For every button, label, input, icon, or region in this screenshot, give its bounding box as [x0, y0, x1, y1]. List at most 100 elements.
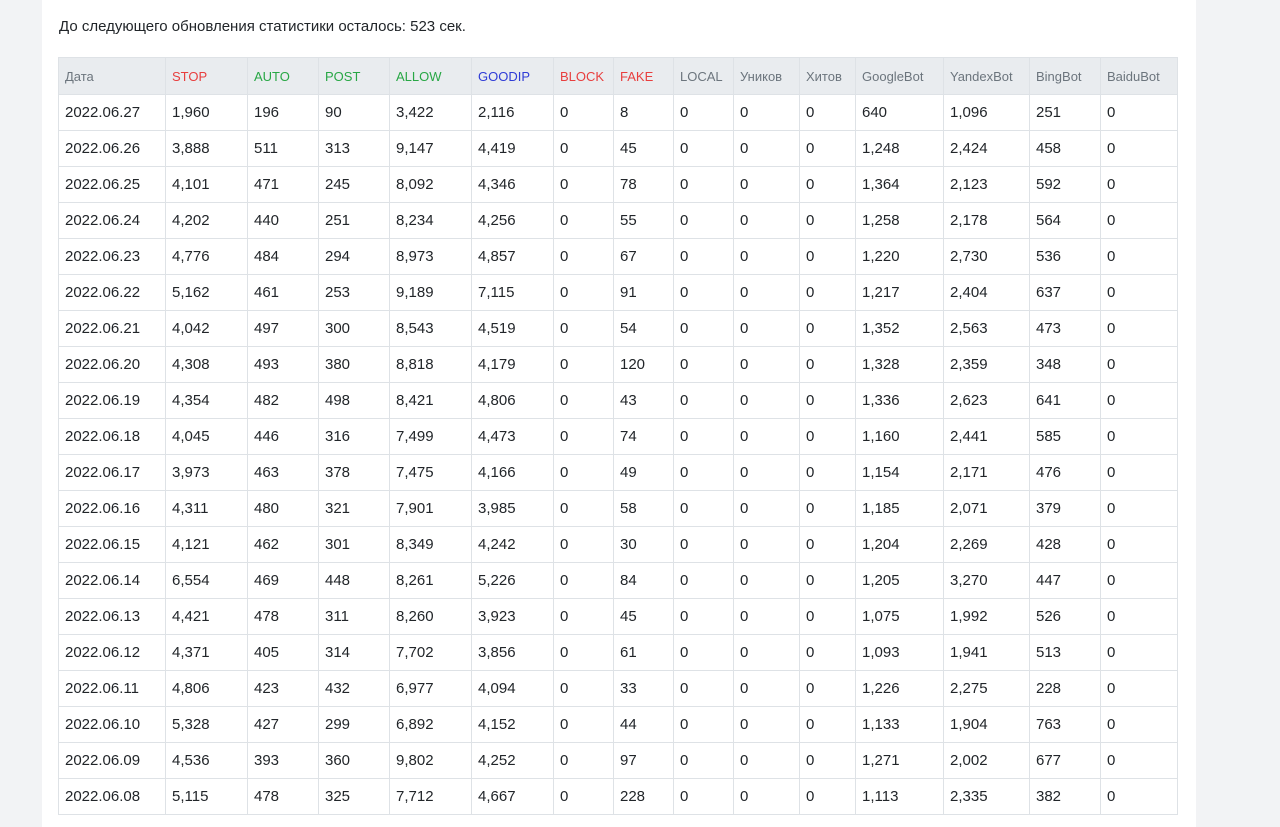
table-cell: 5,328	[165, 706, 248, 743]
table-cell: 0	[733, 778, 800, 815]
table-cell: 0	[733, 454, 800, 491]
table-cell: 325	[318, 778, 390, 815]
table-cell: 0	[733, 202, 800, 239]
table-cell: 0	[733, 742, 800, 779]
table-row: 2022.06.09 4,536 393 360 9,802 4,252 0 97 0 0 0 1,2…	[58, 742, 1178, 779]
table-cell: 33	[613, 670, 674, 707]
table-cell: 30	[613, 526, 674, 563]
table-cell: 0	[673, 706, 734, 743]
table-cell: 1,226	[855, 670, 944, 707]
table-row: 2022.06.10 5,328 427 299 6,892 4,152 0 44 0 0 0 1,1…	[58, 706, 1178, 743]
table-cell: 0	[799, 670, 856, 707]
table-cell: 641	[1029, 382, 1101, 419]
table-cell: 7,499	[389, 418, 472, 455]
table-cell: 476	[1029, 454, 1101, 491]
table-cell: 4,121	[165, 526, 248, 563]
table-cell: 0	[1100, 598, 1178, 635]
table-cell: 4,346	[471, 166, 554, 203]
table-cell: 0	[673, 346, 734, 383]
table-cell: 0	[733, 238, 800, 275]
table-cell: 228	[613, 778, 674, 815]
table-cell: 0	[799, 742, 856, 779]
table-cell: 0	[673, 202, 734, 239]
table-cell: 2022.06.20	[58, 346, 166, 383]
table-cell: 526	[1029, 598, 1101, 635]
table-cell: 0	[799, 418, 856, 455]
table-cell: 1,960	[165, 94, 248, 131]
table-cell: 763	[1029, 706, 1101, 743]
table-cell: 4,256	[471, 202, 554, 239]
column-header-stop: STOP	[165, 57, 248, 95]
table-cell: 0	[553, 562, 614, 599]
table-cell: 3,888	[165, 130, 248, 167]
table-cell: 0	[1100, 166, 1178, 203]
table-cell: 0	[1100, 490, 1178, 527]
table-cell: 4,094	[471, 670, 554, 707]
table-cell: 0	[799, 94, 856, 131]
table-cell: 2022.06.15	[58, 526, 166, 563]
table-cell: 4,667	[471, 778, 554, 815]
table-cell: 5,226	[471, 562, 554, 599]
table-cell: 9,147	[389, 130, 472, 167]
header-row: Дата STOP AUTO POST ALLOW GOODIP BLOCK FAKE LOCA…	[58, 57, 1178, 95]
table-cell: 0	[673, 598, 734, 635]
table-header: Дата STOP AUTO POST ALLOW GOODIP BLOCK FAKE LOCA…	[58, 57, 1178, 95]
table-cell: 1,364	[855, 166, 944, 203]
table-cell: 0	[553, 94, 614, 131]
table-cell: 1,271	[855, 742, 944, 779]
table-row: 2022.06.18 4,045 446 316 7,499 4,473 0 74 0 0 0 1,1…	[58, 418, 1178, 455]
table-cell: 0	[799, 382, 856, 419]
table-cell: 4,371	[165, 634, 248, 671]
table-cell: 321	[318, 490, 390, 527]
table-cell: 2022.06.23	[58, 238, 166, 275]
table-cell: 1,096	[943, 94, 1030, 131]
table-cell: 0	[799, 562, 856, 599]
table-cell: 2,563	[943, 310, 1030, 347]
table-cell: 7,115	[471, 274, 554, 311]
table-cell: 4,045	[165, 418, 248, 455]
column-header-auto: AUTO	[247, 57, 319, 95]
table-cell: 2022.06.22	[58, 274, 166, 311]
table-cell: 0	[673, 562, 734, 599]
table-row: 2022.06.17 3,973 463 378 7,475 4,166 0 49 0 0 0 1,1…	[58, 454, 1178, 491]
table-cell: 2,404	[943, 274, 1030, 311]
table-row: 2022.06.13 4,421 478 311 8,260 3,923 0 45 0 0 0 1,0…	[58, 598, 1178, 635]
table-cell: 54	[613, 310, 674, 347]
table-cell: 469	[247, 562, 319, 599]
table-cell: 3,856	[471, 634, 554, 671]
table-cell: 0	[553, 382, 614, 419]
table-cell: 2022.06.12	[58, 634, 166, 671]
table-cell: 0	[733, 130, 800, 167]
table-cell: 1,992	[943, 598, 1030, 635]
table-cell: 6,554	[165, 562, 248, 599]
table-cell: 1,352	[855, 310, 944, 347]
column-header-baidubot: BaiduBot	[1100, 57, 1178, 95]
table-cell: 0	[799, 238, 856, 275]
table-cell: 4,776	[165, 238, 248, 275]
table-cell: 2022.06.08	[58, 778, 166, 815]
table-cell: 3,422	[389, 94, 472, 131]
table-cell: 4,536	[165, 742, 248, 779]
table-cell: 2,071	[943, 490, 1030, 527]
table-cell: 405	[247, 634, 319, 671]
table-cell: 2022.06.25	[58, 166, 166, 203]
table-cell: 0	[673, 238, 734, 275]
table-cell: 4,419	[471, 130, 554, 167]
table-cell: 427	[247, 706, 319, 743]
table-cell: 0	[673, 382, 734, 419]
table-cell: 2022.06.21	[58, 310, 166, 347]
table-cell: 0	[799, 598, 856, 635]
table-cell: 3,923	[471, 598, 554, 635]
table-cell: 0	[1100, 202, 1178, 239]
table-cell: 5,162	[165, 274, 248, 311]
table-cell: 1,328	[855, 346, 944, 383]
table-cell: 0	[733, 346, 800, 383]
table-cell: 0	[553, 418, 614, 455]
table-cell: 471	[247, 166, 319, 203]
table-cell: 2,441	[943, 418, 1030, 455]
table-cell: 5,115	[165, 778, 248, 815]
table-cell: 1,217	[855, 274, 944, 311]
table-cell: 0	[553, 238, 614, 275]
table-cell: 1,204	[855, 526, 944, 563]
table-cell: 228	[1029, 670, 1101, 707]
